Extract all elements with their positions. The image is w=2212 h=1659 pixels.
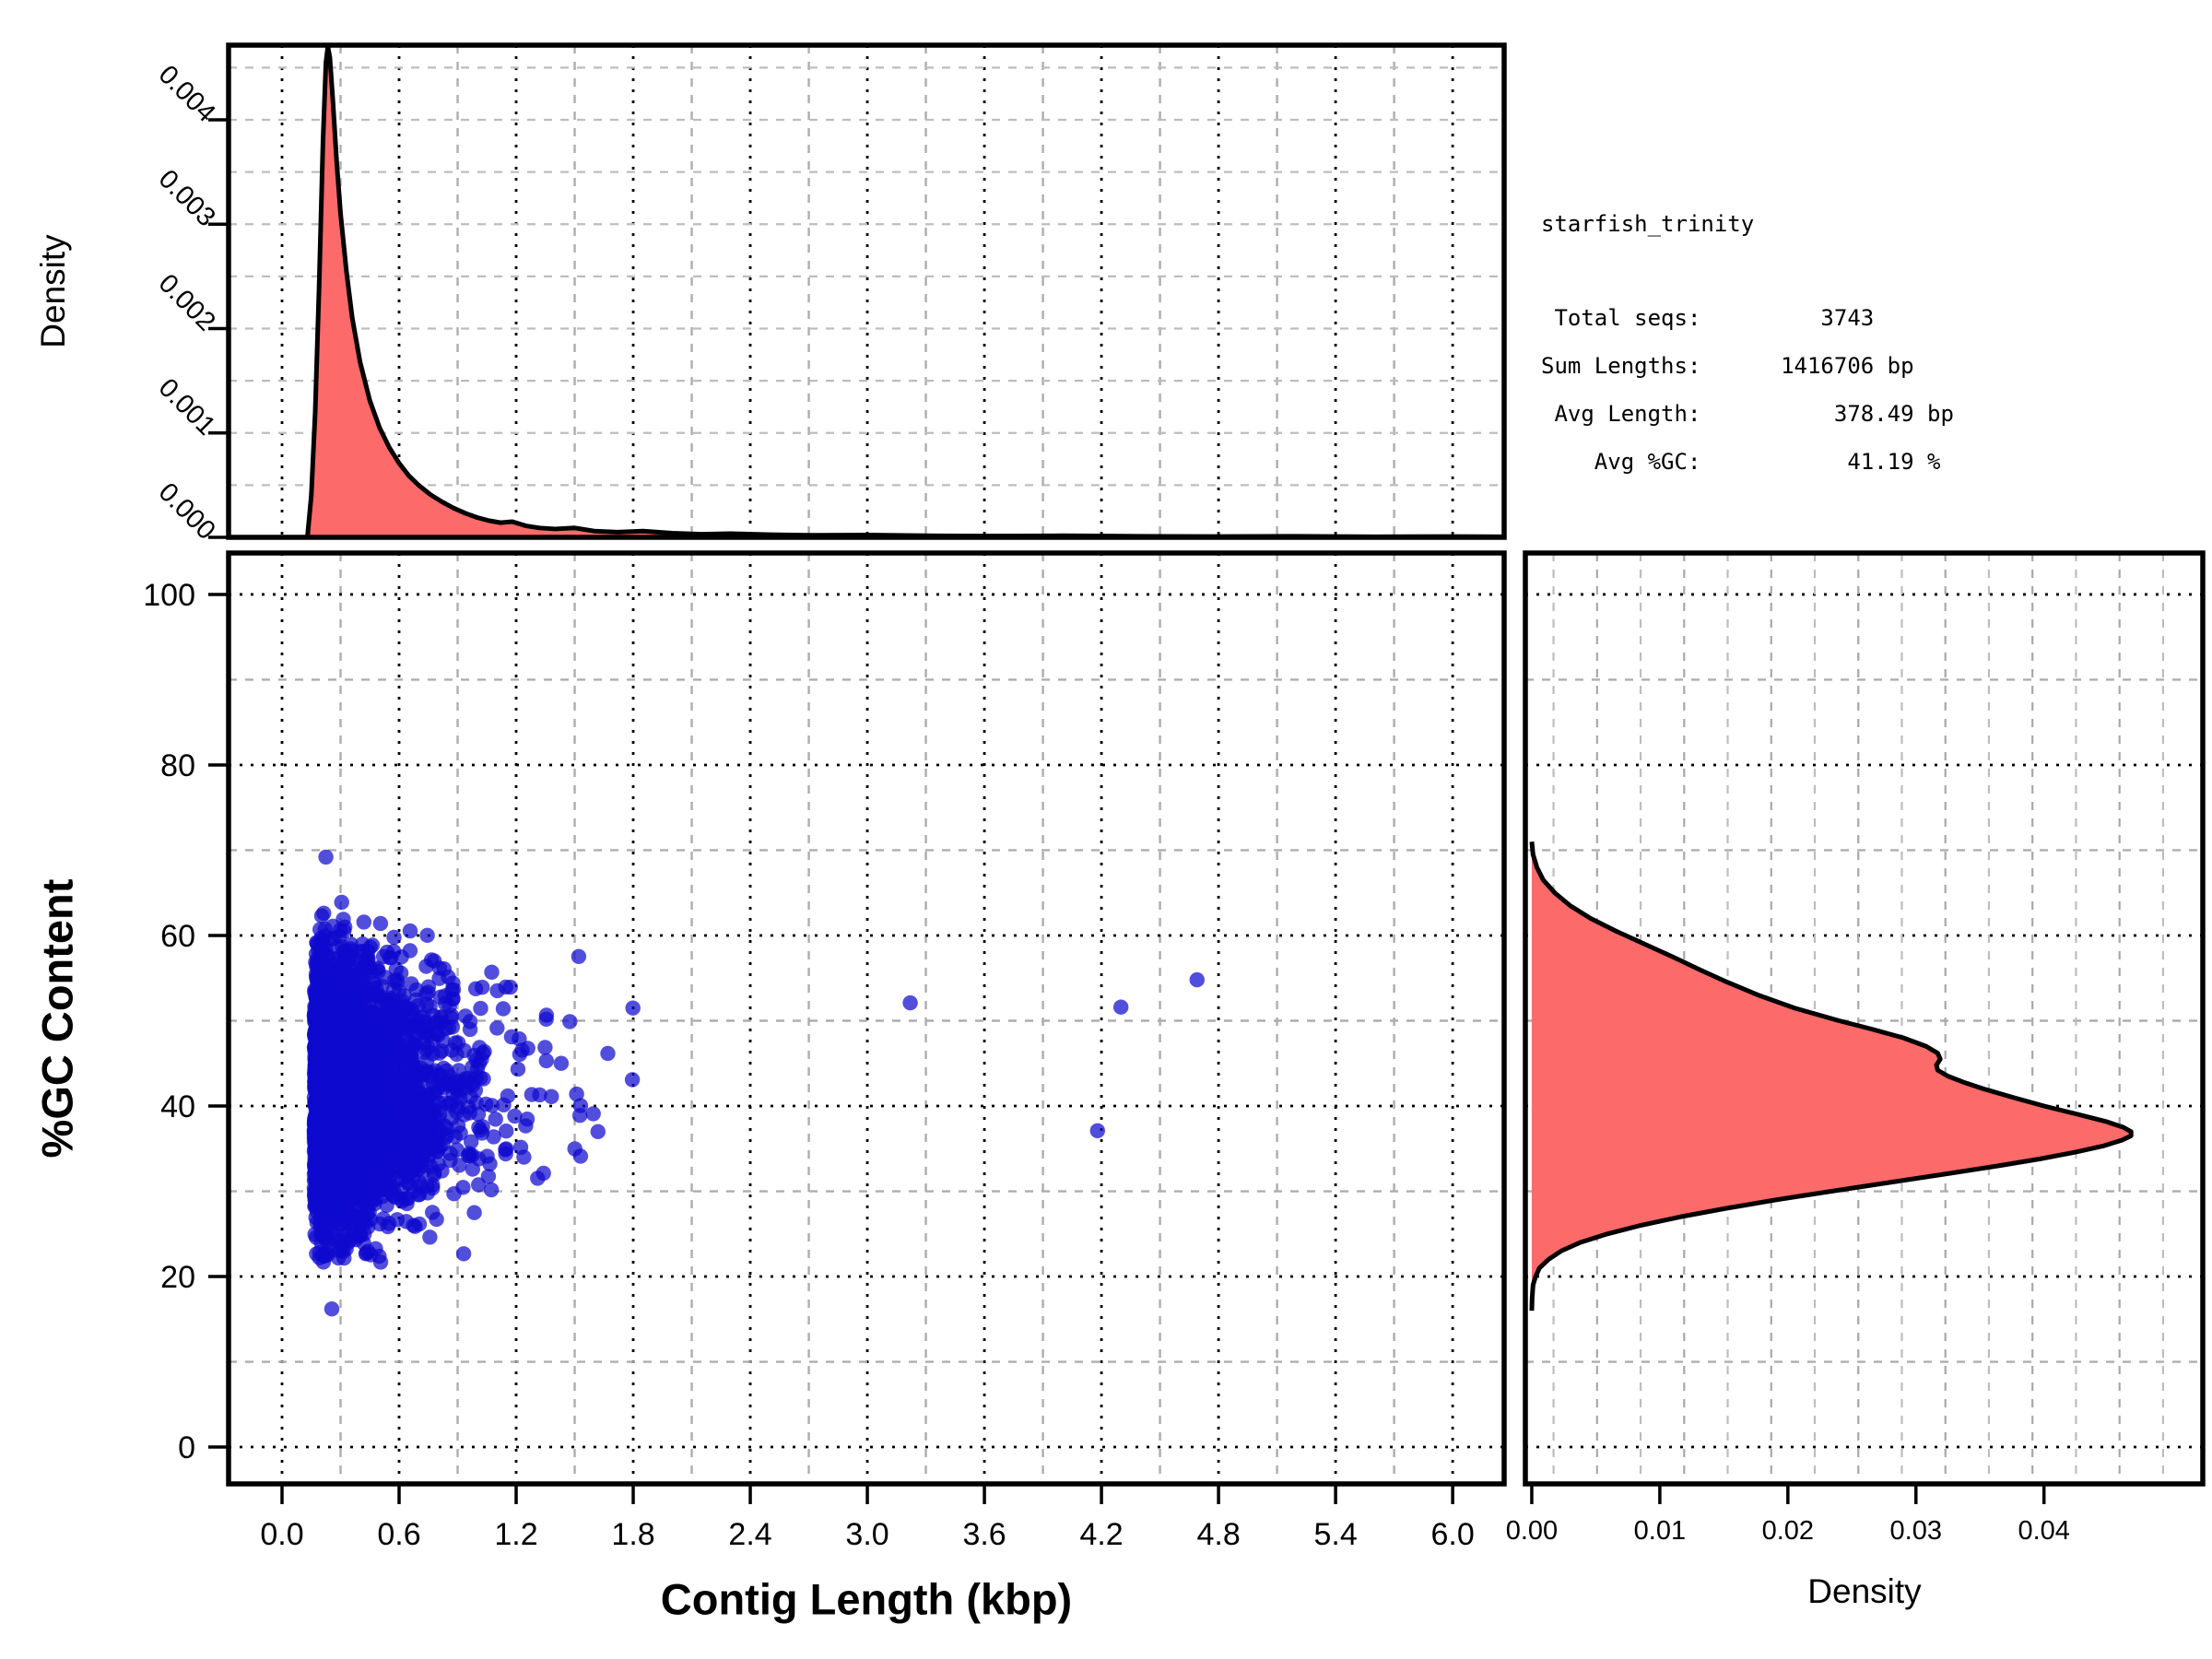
svg-text:3.0: 3.0	[845, 1517, 888, 1552]
svg-text:0.003: 0.003	[153, 164, 221, 232]
svg-text:0.01: 0.01	[1634, 1516, 1686, 1546]
top-density-y-axis-title: Density	[34, 234, 72, 348]
svg-text:0.02: 0.02	[1762, 1516, 1814, 1546]
svg-text:2.4: 2.4	[728, 1517, 771, 1552]
svg-text:0: 0	[178, 1430, 195, 1465]
stats-title: starfish_trinity	[1541, 211, 1755, 237]
stats-row-total-seqs: Total seqs: 3743	[1541, 305, 1875, 331]
scatter-panel-border	[226, 550, 1507, 1487]
top-density-panel-border	[226, 42, 1507, 540]
svg-text:0.004: 0.004	[153, 60, 221, 128]
svg-text:1.2: 1.2	[494, 1517, 537, 1552]
svg-text:0.001: 0.001	[153, 373, 221, 441]
svg-text:5.4: 5.4	[1313, 1517, 1357, 1552]
svg-text:4.8: 4.8	[1196, 1517, 1240, 1552]
panel-borders	[226, 42, 2206, 1487]
svg-text:1.8: 1.8	[611, 1517, 654, 1552]
main-x-axis-title: Contig Length (kbp)	[660, 1574, 1073, 1624]
svg-text:0.03: 0.03	[1890, 1516, 1942, 1546]
axis-ticks-and-labels: 0.0 0.6 1.2 1.8 2.4 3.0 3.6 4.2 4.8 5.4 6.0 0 20 40 60…	[143, 60, 2070, 1552]
right-density-x-axis-title: Density	[1807, 1572, 1922, 1610]
right-density-panel-border	[1523, 550, 2206, 1487]
svg-text:0.00: 0.00	[1506, 1516, 1558, 1546]
gc-density-outline	[1529, 841, 2134, 1312]
main-y-axis-title: %GC Content	[32, 878, 82, 1159]
scatter-points	[306, 849, 1206, 1317]
svg-text:20: 20	[160, 1260, 195, 1295]
svg-text:100: 100	[143, 578, 195, 613]
svg-text:0.000: 0.000	[153, 477, 221, 546]
svg-text:0.0: 0.0	[260, 1517, 303, 1552]
svg-text:4.2: 4.2	[1079, 1517, 1123, 1552]
svg-text:40: 40	[160, 1089, 195, 1124]
stats-row-sum-lengths: Sum Lengths: 1416706 bp	[1541, 353, 1914, 379]
gridlines	[229, 45, 2203, 1484]
stats-row-avg-length: Avg Length: 378.49 bp	[1541, 401, 1954, 427]
stats-row-avg-gc: Avg %GC: 41.19 %	[1541, 449, 1941, 475]
svg-text:0.002: 0.002	[153, 268, 221, 336]
right-density-curve	[1529, 841, 2134, 1312]
svg-text:80: 80	[160, 748, 195, 783]
svg-text:3.6: 3.6	[962, 1517, 1006, 1552]
svg-text:0.6: 0.6	[377, 1517, 420, 1552]
svg-text:6.0: 6.0	[1430, 1517, 1474, 1552]
svg-text:0.04: 0.04	[2018, 1516, 2069, 1546]
svg-text:60: 60	[160, 919, 195, 954]
gc-density-area	[1531, 841, 2132, 1312]
